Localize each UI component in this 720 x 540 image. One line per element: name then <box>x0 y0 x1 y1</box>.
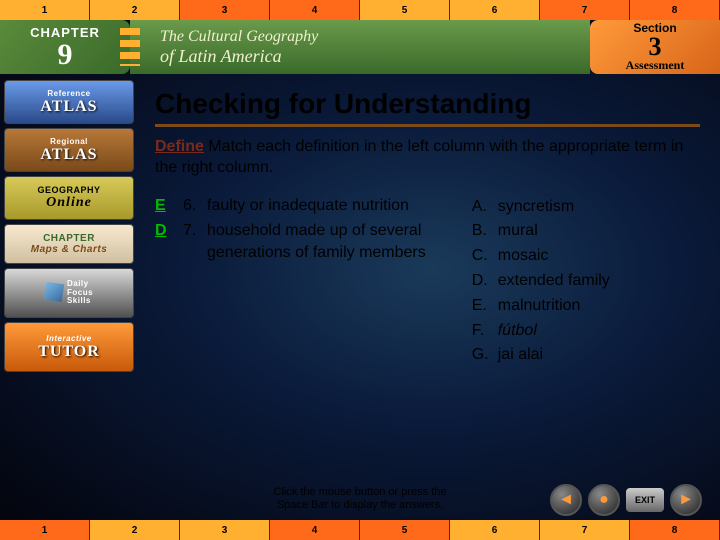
chapter-stripe-icon <box>120 28 140 66</box>
chapter-number: 9 <box>58 40 73 70</box>
question-number: 7. <box>183 220 207 263</box>
sidebar-item-big: Online <box>46 195 92 211</box>
chevron-right-icon: ► <box>678 491 694 509</box>
ruler-segment: 7 <box>540 520 630 540</box>
ruler-segment: 8 <box>630 520 720 540</box>
sidebar-item-top: GEOGRAPHY <box>37 185 100 195</box>
option-text: malnutrition <box>498 294 700 319</box>
instructions: Define Match each definition in the left… <box>155 137 700 179</box>
section-badge: Section 3 Assessment <box>590 20 720 74</box>
hint-line2: Space Bar to display the answers. <box>277 499 443 511</box>
question-text: household made up of several generations… <box>207 220 452 263</box>
option-line: A.syncretism <box>472 195 700 220</box>
ruler-segment: 6 <box>450 520 540 540</box>
options-column: A.syncretismB.muralC.mosaicD.extended fa… <box>472 195 700 369</box>
qa-row: E6.faulty or inadequate nutrition D7.hous… <box>155 195 700 369</box>
instructions-tail: Match each definition in the left column… <box>155 138 683 176</box>
sidebar-item-bot: Skills <box>67 297 93 306</box>
sidebar-item-top: CHAPTER <box>43 233 95 244</box>
option-line: C.mosaic <box>472 244 700 269</box>
answer-letter: E <box>155 195 183 217</box>
sidebar-item-top: Reference <box>47 89 90 98</box>
option-line: G.jai alai <box>472 343 700 368</box>
answer-letter: D <box>155 220 183 263</box>
ruler-segment: 8 <box>630 0 720 20</box>
hint-line1: Click the mouse button or press the <box>273 486 446 498</box>
question-text: faulty or inadequate nutrition <box>207 195 452 217</box>
circle-icon: ● <box>599 491 609 509</box>
option-text: jai alai <box>498 343 700 368</box>
sidebar-item-top: Regional <box>50 137 88 146</box>
sidebar-item-big: ATLAS <box>40 98 97 116</box>
sidebar-geography-online[interactable]: GEOGRAPHY Online <box>4 176 134 220</box>
chevron-left-icon: ◄ <box>558 491 574 509</box>
ruler-segment: 2 <box>90 0 180 20</box>
option-text: fútbol <box>498 319 700 344</box>
define-label: Define <box>155 138 204 155</box>
option-text: syncretism <box>498 195 700 220</box>
sidebar-interactive-tutor[interactable]: Interactive TUTOR <box>4 322 134 372</box>
nav-controls: ◄ ● EXIT ► <box>550 484 702 516</box>
sidebar-regional-atlas[interactable]: Regional ATLAS <box>4 128 134 172</box>
option-text: mural <box>498 219 700 244</box>
page-title: Checking for Understanding <box>155 88 700 127</box>
sidebar-item-big: ATLAS <box>40 146 97 164</box>
nav-menu-button[interactable]: ● <box>588 484 620 516</box>
option-letter: C. <box>472 244 498 269</box>
option-letter: G. <box>472 343 498 368</box>
ruler-segment: 5 <box>360 520 450 540</box>
ruler-segment: 3 <box>180 0 270 20</box>
option-line: E.malnutrition <box>472 294 700 319</box>
option-line: D.extended family <box>472 269 700 294</box>
ruler-top: 12345678 <box>0 0 720 20</box>
option-letter: F. <box>472 319 498 344</box>
sidebar: Reference ATLAS Regional ATLAS GEOGRAPHY… <box>4 80 134 372</box>
option-text: extended family <box>498 269 700 294</box>
section-sub: Assessment <box>626 58 685 73</box>
option-line: B.mural <box>472 219 700 244</box>
nav-forward-button[interactable]: ► <box>670 484 702 516</box>
ruler-bottom: 12345678 <box>0 520 720 540</box>
exit-label: EXIT <box>635 495 655 505</box>
ruler-segment: 1 <box>0 0 90 20</box>
sidebar-reference-atlas[interactable]: Reference ATLAS <box>4 80 134 124</box>
ruler-segment: 7 <box>540 0 630 20</box>
ruler-segment: 3 <box>180 520 270 540</box>
sidebar-item-big: TUTOR <box>38 343 100 361</box>
chapter-badge: CHAPTER 9 <box>0 20 130 74</box>
ruler-segment: 1 <box>0 520 90 540</box>
question-line: E6.faulty or inadequate nutrition <box>155 195 452 217</box>
questions-column: E6.faulty or inadequate nutrition D7.hous… <box>155 195 452 369</box>
option-letter: D. <box>472 269 498 294</box>
sidebar-item-small: Maps & Charts <box>31 244 108 255</box>
header-title: The Cultural Geography of Latin America <box>130 20 590 74</box>
ruler-segment: 6 <box>450 0 540 20</box>
section-number: 3 <box>649 35 662 58</box>
nav-exit-button[interactable]: EXIT <box>626 488 664 512</box>
ruler-segment: 2 <box>90 520 180 540</box>
nav-back-button[interactable]: ◄ <box>550 484 582 516</box>
sidebar-chapter-maps[interactable]: CHAPTER Maps & Charts <box>4 224 134 264</box>
ruler-segment: 5 <box>360 0 450 20</box>
option-line: F.fútbol <box>472 319 700 344</box>
title-line2: of Latin America <box>160 46 590 67</box>
option-text: mosaic <box>498 244 700 269</box>
sidebar-daily-focus-skills[interactable]: Daily Focus Skills <box>4 268 134 318</box>
option-letter: B. <box>472 219 498 244</box>
ruler-segment: 4 <box>270 520 360 540</box>
sidebar-item-top: Interactive <box>46 334 92 343</box>
option-letter: A. <box>472 195 498 220</box>
header-bar: CHAPTER 9 The Cultural Geography of Lati… <box>0 20 720 74</box>
option-letter: E. <box>472 294 498 319</box>
content-area: Checking for Understanding Define Match … <box>155 88 700 368</box>
question-number: 6. <box>183 195 207 217</box>
cube-icon <box>44 282 64 302</box>
title-line1: The Cultural Geography <box>160 28 590 46</box>
question-line: D7.household made up of several generati… <box>155 220 452 263</box>
ruler-segment: 4 <box>270 0 360 20</box>
